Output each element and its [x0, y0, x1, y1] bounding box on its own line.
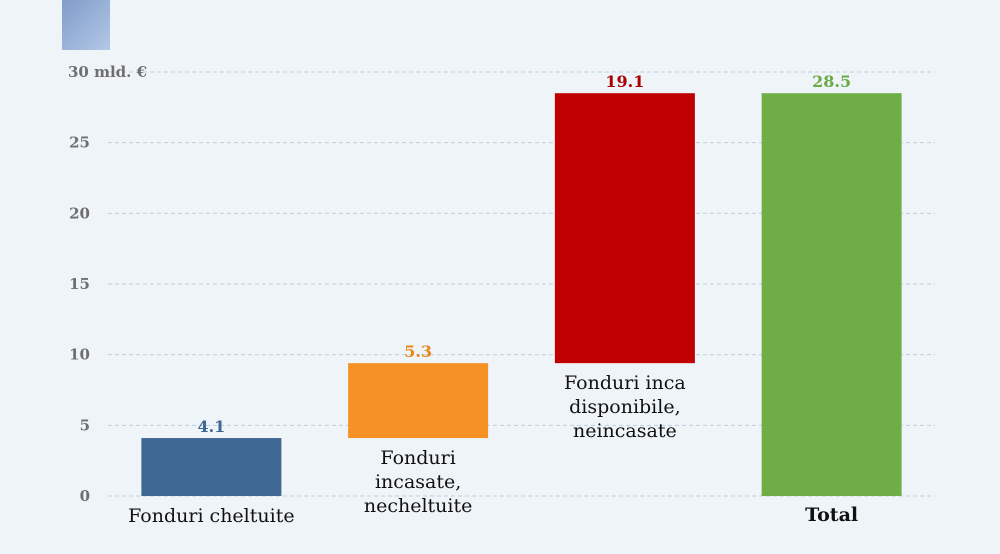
y-axis: 0 5 10 15 20 25 30 mld. € — [68, 63, 147, 505]
y-tick-label: 10 — [69, 346, 90, 364]
bar — [348, 363, 489, 439]
corner-decoration — [62, 0, 110, 50]
category-label: Fonduri inca — [564, 372, 686, 394]
value-label: 28.5 — [812, 72, 851, 91]
value-label: 19.1 — [605, 72, 644, 91]
y-tick-label: 5 — [80, 416, 90, 434]
y-tick-label: 25 — [69, 134, 90, 152]
bars — [141, 93, 902, 496]
category-label: Fonduri cheltuite — [128, 505, 294, 527]
y-tick-label: 15 — [69, 275, 90, 293]
y-tick-label: 20 — [69, 204, 90, 222]
value-label: 4.1 — [197, 417, 225, 436]
category-labels: Fonduri cheltuite Fonduriincasate,nechelt… — [128, 372, 858, 527]
category-label: neincasate — [573, 420, 677, 442]
category-label: incasate, — [375, 471, 461, 493]
y-tick-label: 0 — [80, 487, 90, 505]
category-label: necheltuite — [364, 495, 473, 517]
bar — [141, 438, 282, 496]
category-label: disponibile, — [569, 396, 681, 418]
bar — [554, 93, 695, 364]
value-label: 5.3 — [404, 342, 432, 361]
bar — [761, 93, 902, 496]
y-tick-label: 30 mld. € — [68, 63, 147, 81]
category-label: Fonduri — [380, 447, 455, 469]
value-labels: 4.1 5.3 19.1 28.5 — [197, 72, 851, 436]
category-label: Total — [805, 504, 858, 526]
